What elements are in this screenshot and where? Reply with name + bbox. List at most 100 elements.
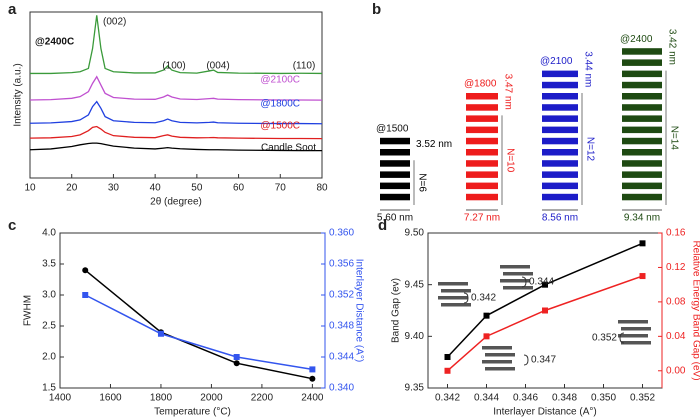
graphene-layer (622, 182, 662, 190)
series-line (84, 294, 313, 371)
series-line (30, 15, 323, 75)
y2-tick-label: 0.12 (666, 262, 686, 273)
graphene-layer (542, 137, 578, 145)
y-tick-label: 3.0 (42, 290, 56, 301)
series-line (29, 100, 323, 125)
stack-title: @2100 (540, 56, 573, 67)
y-axis-label: Band Gap (ev) (391, 278, 402, 343)
graphene-layer (466, 193, 498, 201)
peak-label: (004) (206, 61, 229, 72)
graphene-layer (542, 81, 578, 89)
layer-icon (500, 279, 530, 283)
x-tick-label: 40 (150, 183, 162, 194)
brace (521, 276, 527, 288)
graphene-layer (542, 126, 578, 134)
y2-axis-label: Relative Energy Band Gap (eV) (690, 240, 700, 380)
y2-tick-label: 0.352 (329, 290, 354, 301)
series-line (29, 125, 323, 140)
graphene-layer (622, 193, 662, 201)
width-label: 7.27 nm (464, 213, 500, 224)
y2-tick-label: 0.360 (329, 228, 354, 239)
spacing-label: 0.352 (592, 333, 617, 344)
n-label: N=10 (504, 148, 515, 173)
layer-icon (438, 282, 468, 286)
marker (444, 367, 451, 374)
graphene-layer (466, 137, 498, 145)
graphene-layer (542, 104, 578, 111)
graphene-layer (622, 59, 662, 66)
brace (523, 354, 529, 366)
y2-tick-label: 0.16 (666, 228, 686, 239)
y2-tick-label: 0.08 (666, 297, 686, 308)
graphene-layer (542, 149, 578, 156)
brace (463, 292, 469, 304)
x-tick-label: 80 (316, 183, 328, 194)
stack-title: @2400 (620, 34, 653, 45)
spacing-label: 0.347 (531, 355, 556, 366)
graphene-layer (380, 149, 410, 156)
graphene-layer (542, 160, 578, 167)
x-tick-label: 0.346 (513, 393, 538, 404)
y-tick-label: 2.0 (42, 352, 56, 363)
graphene-layer (466, 149, 498, 156)
y-tick-label: 2.5 (42, 321, 56, 332)
marker (639, 240, 646, 247)
x-tick-label: 10 (24, 183, 36, 194)
layer-icon (618, 320, 648, 324)
marker (483, 333, 490, 340)
marker (542, 281, 548, 288)
x-axis-label: 2θ (degree) (150, 197, 202, 208)
graphene-layer (622, 160, 662, 167)
x-tick-label: 70 (275, 183, 287, 194)
x-tick-label: 1400 (49, 393, 72, 404)
graphene-layer (622, 137, 662, 145)
series-label: @2400C (35, 37, 74, 48)
graphene-layer (622, 149, 662, 156)
graphene-layer (380, 137, 410, 145)
series-line (29, 75, 323, 101)
y-tick-label: 1.5 (42, 383, 56, 394)
width-label: 9.34 nm (624, 213, 660, 224)
x-tick-label: 20 (66, 183, 78, 194)
graphene-layer (542, 193, 578, 201)
graphene-layer (622, 104, 662, 111)
graphene-layer (466, 115, 498, 122)
plot-frame (29, 11, 323, 179)
y2-tick-label: 0.356 (329, 259, 354, 270)
graphene-layer (466, 160, 498, 167)
graphene-layer (380, 193, 410, 201)
panel-letter: b (372, 1, 381, 18)
x-tick-label: 60 (233, 183, 245, 194)
series-line (84, 269, 313, 380)
layer-icon (500, 265, 530, 269)
marker (542, 307, 548, 314)
panel-letter: c (8, 217, 16, 234)
x-tick-label: 30 (108, 183, 120, 194)
graphene-layer (542, 93, 578, 100)
marker (444, 354, 451, 360)
series-line (446, 242, 643, 358)
y2-tick-label: 0.340 (329, 383, 354, 394)
y-tick-label: 3.5 (42, 259, 56, 270)
graphene-layer (542, 70, 578, 78)
brace (619, 332, 625, 344)
panel-letter: d (378, 217, 387, 234)
n-label: N=14 (668, 126, 679, 151)
layer-icon (485, 353, 515, 357)
y2-tick-label: 0.348 (329, 321, 354, 332)
layer-icon (441, 289, 471, 293)
series-label: Candle Soot (261, 143, 316, 154)
y2-tick-label: 0.00 (666, 365, 686, 376)
x-tick-label: 0.352 (630, 393, 655, 404)
series-label: @1800C (260, 99, 300, 110)
graphene-layer (622, 70, 662, 78)
x-tick-label: 2000 (200, 393, 223, 404)
peak-label: (110) (293, 61, 316, 72)
stack-title: @1800 (464, 79, 497, 90)
width-label: 5.60 nm (377, 213, 413, 224)
marker (233, 354, 240, 360)
layer-icon (503, 286, 533, 290)
y-tick-label: 4.0 (42, 228, 56, 239)
layer-icon (621, 341, 651, 345)
graphene-layer (542, 182, 578, 190)
